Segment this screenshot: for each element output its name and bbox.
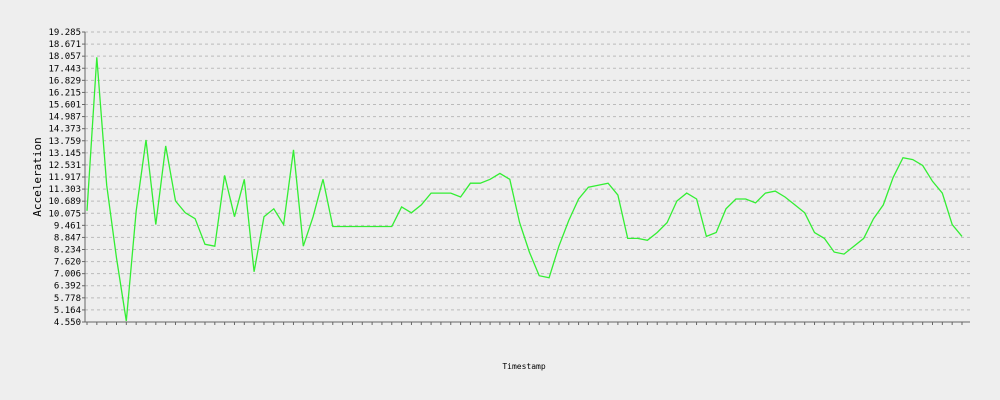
y-tick-label: 13.759 xyxy=(48,137,81,147)
y-tick-label: 16.829 xyxy=(48,76,81,86)
grid xyxy=(85,31,970,323)
y-tick-label: 13.145 xyxy=(48,149,81,159)
y-tick-label: 11.917 xyxy=(48,173,81,183)
y-axis-label: Acceleration xyxy=(31,137,44,216)
y-tick-label: 14.373 xyxy=(48,125,81,135)
y-tick-label: 4.550 xyxy=(54,318,81,328)
y-tick-label: 5.778 xyxy=(54,294,81,304)
series-line xyxy=(86,57,963,322)
y-tick-label: 8.234 xyxy=(54,245,81,255)
y-tick-label: 11.303 xyxy=(48,185,81,195)
y-tick-label: 5.164 xyxy=(54,306,81,316)
x-axis-label: Timestamp xyxy=(502,362,546,371)
y-tick-label: 14.987 xyxy=(48,113,81,123)
y-tick-label: 18.671 xyxy=(48,40,81,50)
y-tick-label: 6.392 xyxy=(54,282,81,292)
y-tick-labels: 4.550 5.164 5.778 6.392 7.006 7.620 8.234 8.847… xyxy=(48,28,85,328)
y-tick-label: 19.285 xyxy=(48,28,81,38)
x-tick-marks xyxy=(86,322,963,325)
y-tick-label: 7.620 xyxy=(54,258,81,268)
y-tick-label: 15.601 xyxy=(48,101,81,111)
y-tick-label: 12.531 xyxy=(48,161,81,171)
y-tick-label: 9.461 xyxy=(54,221,81,231)
y-tick-label: 10.689 xyxy=(48,197,81,207)
y-tick-label: 7.006 xyxy=(54,270,81,280)
y-tick-label: 16.215 xyxy=(48,88,81,98)
y-tick-label: 17.443 xyxy=(48,64,81,74)
y-tick-label: 10.075 xyxy=(48,209,81,219)
y-tick-label: 8.847 xyxy=(54,233,81,243)
y-tick-label: 18.057 xyxy=(48,52,81,62)
